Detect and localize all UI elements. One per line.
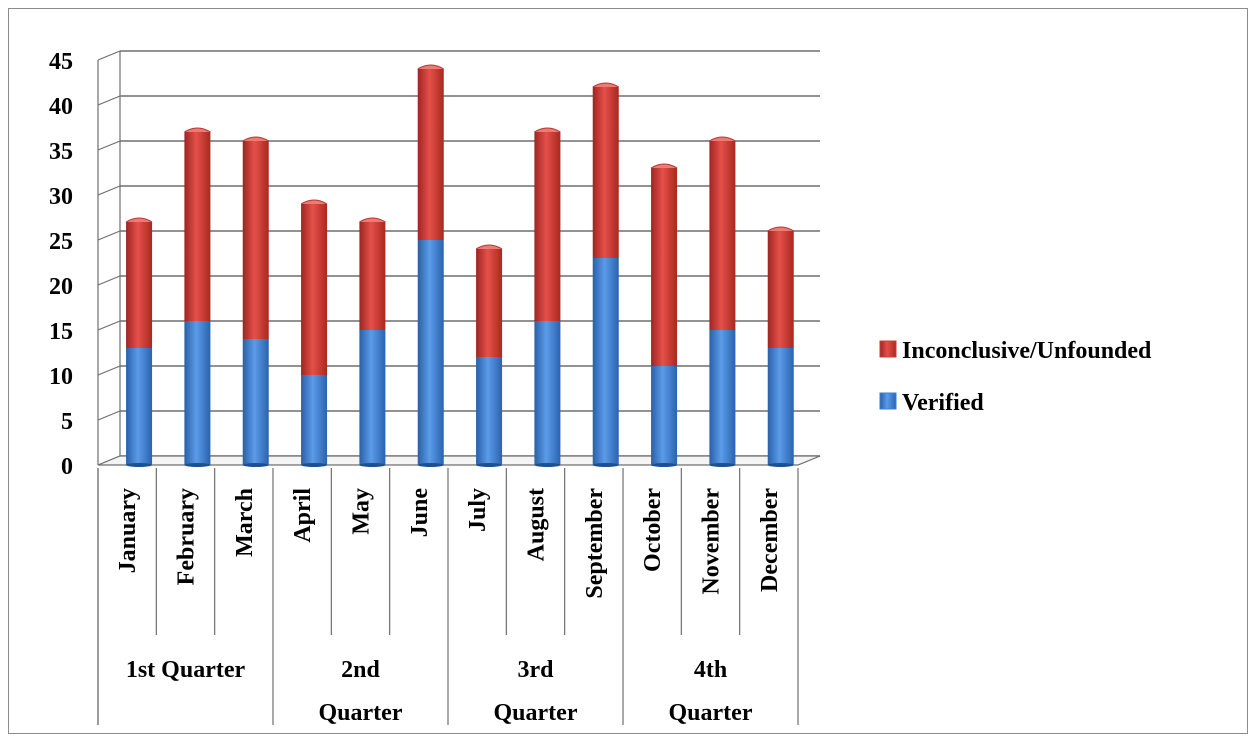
group-label-line1: 2nd: [341, 657, 380, 683]
bar-inconclusive-may: [359, 222, 386, 330]
bar-base: [592, 463, 619, 467]
y-tick-label: 5: [61, 409, 73, 435]
gridline-depth: [97, 365, 121, 376]
bar-verified-may: [359, 330, 386, 465]
bar-base: [534, 463, 561, 467]
bar-base: [301, 463, 328, 467]
y-tick-label: 0: [61, 454, 73, 480]
y-tick-label: 10: [49, 364, 73, 390]
tick-labels: 0 5 10 15 20 25 30 35 40 45 January February March Ap…: [49, 49, 783, 726]
bar-inconclusive-december: [767, 231, 794, 348]
bar-cap: [300, 199, 328, 205]
gridline-depth: [97, 140, 121, 151]
y-tick-label: 15: [49, 319, 73, 345]
gridline-depth: [97, 275, 121, 286]
bar-base: [767, 463, 794, 467]
x-tick-label: November: [699, 488, 725, 595]
bar-verified-april: [301, 375, 328, 465]
gridline-depth: [97, 230, 121, 241]
bar-verified-december: [767, 348, 794, 465]
bar-base: [709, 463, 736, 467]
bar-verified-september: [592, 258, 619, 465]
x-tick-label: September: [582, 488, 608, 599]
bar-cap: [242, 136, 269, 142]
x-tick-label: February: [174, 488, 200, 585]
bar-cap: [184, 127, 211, 133]
legend-swatch: [879, 392, 897, 410]
bar-verified-july: [476, 357, 503, 465]
gridline-depth: [97, 95, 121, 106]
bar-inconclusive-march: [242, 141, 269, 339]
x-tick-label: May: [349, 488, 375, 535]
bar-base: [184, 463, 211, 467]
group-label-line2: Quarter: [319, 700, 403, 726]
bar-verified-june: [417, 240, 444, 465]
bars: [125, 64, 794, 467]
gridline-depth: [97, 320, 121, 331]
bar-verified-august: [534, 321, 561, 465]
bar-cap: [592, 82, 619, 88]
bar-inconclusive-june: [417, 69, 444, 240]
bar-base: [126, 463, 153, 467]
legend-swatch: [879, 340, 897, 358]
bar-cap: [709, 136, 736, 142]
bar-cap: [417, 64, 444, 70]
bar-inconclusive-september: [592, 87, 619, 258]
bar-inconclusive-july: [476, 249, 503, 357]
x-tick-label: July: [465, 488, 491, 532]
bar-verified-october: [651, 366, 678, 465]
group-label-line2: Quarter: [494, 700, 578, 726]
group-label-line1: 4th: [694, 657, 727, 683]
bar-verified-march: [242, 339, 269, 465]
gridline-depth: [97, 410, 121, 421]
bar-cap: [534, 127, 561, 133]
bar-inconclusive-august: [534, 132, 561, 321]
bar-inconclusive-february: [184, 132, 211, 321]
bar-inconclusive-november: [709, 141, 736, 330]
bar-inconclusive-january: [126, 222, 153, 348]
bar-base: [359, 463, 386, 467]
bar-cap: [650, 163, 678, 169]
bar-cap: [767, 226, 794, 232]
y-tick-label: 25: [49, 229, 73, 255]
x-tick-label: March: [232, 488, 258, 557]
x-tick-label: December: [757, 488, 783, 592]
y-tick-label: 35: [49, 139, 73, 165]
y-tick-label: 20: [49, 274, 73, 300]
y-tick-label: 45: [49, 49, 73, 75]
bar-base: [417, 463, 444, 467]
legend-label: Verified: [902, 390, 984, 416]
floor: [97, 455, 821, 466]
gridline-depth: [97, 185, 121, 196]
y-tick-label: 30: [49, 184, 73, 210]
bar-base: [651, 463, 678, 467]
x-tick-label: August: [524, 488, 550, 561]
x-tick-label: April: [290, 488, 316, 543]
gridline-depth: [97, 50, 121, 61]
x-tick-label: June: [407, 488, 433, 538]
legend: Inconclusive/Unfounded Verified: [879, 338, 1152, 416]
bar-verified-january: [126, 348, 153, 465]
group-label: 1st Quarter: [126, 657, 246, 683]
bar-cap: [359, 217, 386, 223]
group-label-line1: 3rd: [518, 657, 555, 683]
bar-inconclusive-april: [301, 204, 328, 375]
y-tick-label: 40: [49, 94, 73, 120]
bar-base: [242, 463, 269, 467]
x-tick-label: October: [640, 488, 666, 572]
bar-cap: [475, 244, 503, 250]
x-tick-label: January: [115, 488, 141, 573]
bar-inconclusive-october: [651, 168, 678, 366]
bar-base: [476, 463, 503, 467]
bar-verified-february: [184, 321, 211, 465]
legend-label: Inconclusive/Unfounded: [902, 338, 1152, 364]
bar-verified-november: [709, 330, 736, 465]
axes: [97, 51, 821, 725]
bar-cap: [125, 217, 153, 223]
group-label-line2: Quarter: [669, 700, 753, 726]
